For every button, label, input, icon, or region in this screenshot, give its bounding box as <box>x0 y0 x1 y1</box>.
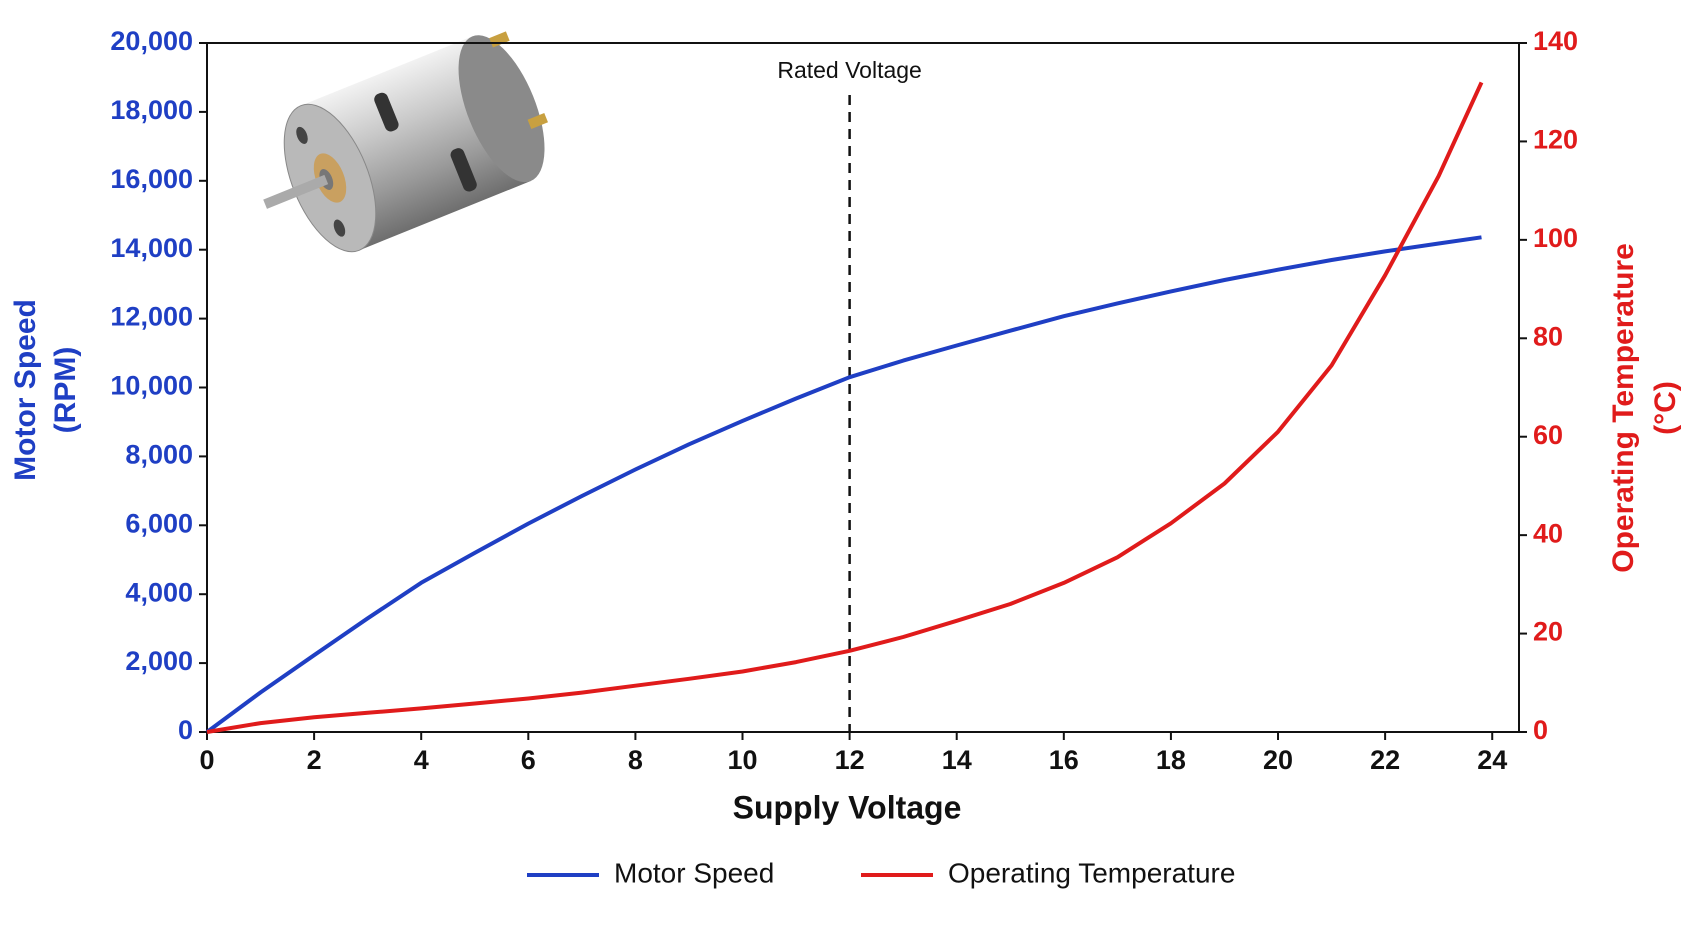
motor-illustration <box>263 31 549 253</box>
y-tick-label: 18,000 <box>110 95 193 125</box>
x-tick-label: 0 <box>199 745 214 775</box>
y-axis-title: Motor Speed <box>9 299 42 481</box>
series-line <box>206 81 1484 734</box>
y-tick-label: 16,000 <box>110 164 193 194</box>
y2-tick-label: 0 <box>1533 715 1548 745</box>
y2-tick-label: 140 <box>1533 26 1578 56</box>
x-tick-label: 12 <box>835 745 865 775</box>
y-tick-label: 8,000 <box>125 440 193 470</box>
y-tick-label: 20,000 <box>110 26 193 56</box>
y2-axis-title: Operating Temperature <box>1607 243 1640 573</box>
x-tick-label: 10 <box>727 745 757 775</box>
y-tick-label: 10,000 <box>110 371 193 401</box>
y2-tick-label: 40 <box>1533 518 1563 548</box>
x-tick-label: 24 <box>1477 745 1507 775</box>
x-tick-label: 22 <box>1370 745 1400 775</box>
x-axis-title: Supply Voltage <box>733 789 962 825</box>
y-tick-label: 2,000 <box>125 646 193 676</box>
y2-tick-label: 60 <box>1533 420 1563 450</box>
y-axis-title: (RPM) <box>49 347 82 434</box>
y-tick-label: 4,000 <box>125 577 193 607</box>
x-tick-label: 14 <box>942 745 972 775</box>
series-line <box>205 235 1482 734</box>
y2-tick-label: 120 <box>1533 125 1578 155</box>
y2-tick-label: 20 <box>1533 617 1563 647</box>
y2-axis-title: (°C) <box>1649 381 1682 435</box>
legend-label: Operating Temperature <box>948 857 1235 888</box>
x-tick-label: 18 <box>1156 745 1186 775</box>
y2-tick-label: 100 <box>1533 223 1578 253</box>
legend-label: Motor Speed <box>614 857 774 888</box>
x-tick-label: 2 <box>307 745 322 775</box>
annotation-label: Rated Voltage <box>777 57 922 83</box>
x-tick-label: 20 <box>1263 745 1293 775</box>
y2-tick-label: 80 <box>1533 321 1563 351</box>
y-tick-label: 6,000 <box>125 508 193 538</box>
x-tick-label: 6 <box>521 745 536 775</box>
y-tick-label: 0 <box>178 715 193 745</box>
y-tick-label: 12,000 <box>110 302 193 332</box>
x-tick-label: 4 <box>414 745 429 775</box>
x-tick-label: 8 <box>628 745 643 775</box>
x-tick-label: 16 <box>1049 745 1079 775</box>
y-tick-label: 14,000 <box>110 233 193 263</box>
